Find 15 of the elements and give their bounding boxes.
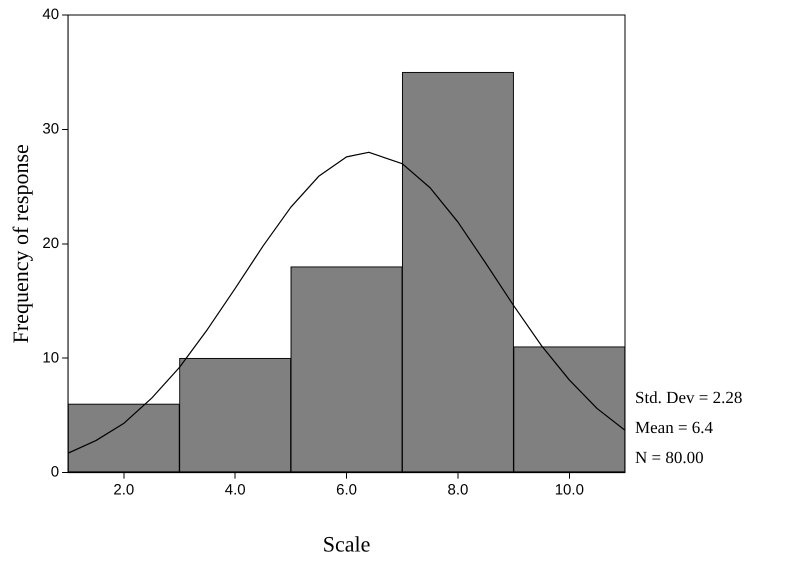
x-tick-label: 6.0 [336,482,357,499]
y-tick-label: 30 [42,120,60,138]
y-tick-label: 0 [50,464,60,481]
text: N = 80.00 [635,448,704,468]
x-tick-label: 10.0 [554,482,584,499]
text: Std. Dev = 2.28 [635,388,742,408]
y-tick-label: 10 [42,349,60,366]
text: Mean = 6.4 [635,418,714,438]
y-tick-label: 40 [42,6,60,24]
y-tick-label: 20 [42,234,60,252]
x-axis-title: Scale [322,532,370,557]
x-tick-label: 8.0 [447,482,468,499]
y-axis-title: Frequency of response [8,144,33,344]
x-tick-label: 2.0 [113,482,134,499]
x-tick-label: 4.0 [224,482,246,499]
